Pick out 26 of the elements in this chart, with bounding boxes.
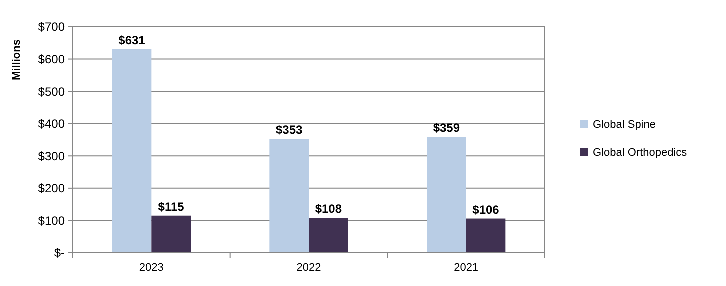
x-tick-label: 2023 <box>139 262 164 274</box>
legend-label: Global Orthopedics <box>593 146 688 159</box>
y-tick-label: $700 <box>38 20 66 34</box>
data-label: $106 <box>472 202 500 217</box>
x-tick-label: 2021 <box>454 262 479 274</box>
bar <box>152 216 191 253</box>
y-tick-label: $600 <box>38 52 66 66</box>
x-tick-label: 2022 <box>296 262 322 274</box>
bar <box>309 218 348 253</box>
data-label: $108 <box>315 202 342 216</box>
y-tick-label: $300 <box>38 149 66 164</box>
y-tick-label: $500 <box>38 84 66 99</box>
data-label: $631 <box>118 33 146 48</box>
y-tick-label: $200 <box>38 182 66 196</box>
y-axis-title: Millions <box>10 40 23 80</box>
y-tick-label: $- <box>54 246 65 260</box>
data-label: $115 <box>158 200 185 214</box>
data-label: $359 <box>433 121 460 136</box>
legend-label: Global Spine <box>593 118 656 131</box>
bar <box>427 137 466 253</box>
y-tick-label: $400 <box>38 117 66 132</box>
bar <box>270 139 309 253</box>
bar <box>112 49 152 253</box>
bar <box>466 218 506 253</box>
y-tick-label: $100 <box>38 214 66 228</box>
data-label: $353 <box>276 123 304 138</box>
